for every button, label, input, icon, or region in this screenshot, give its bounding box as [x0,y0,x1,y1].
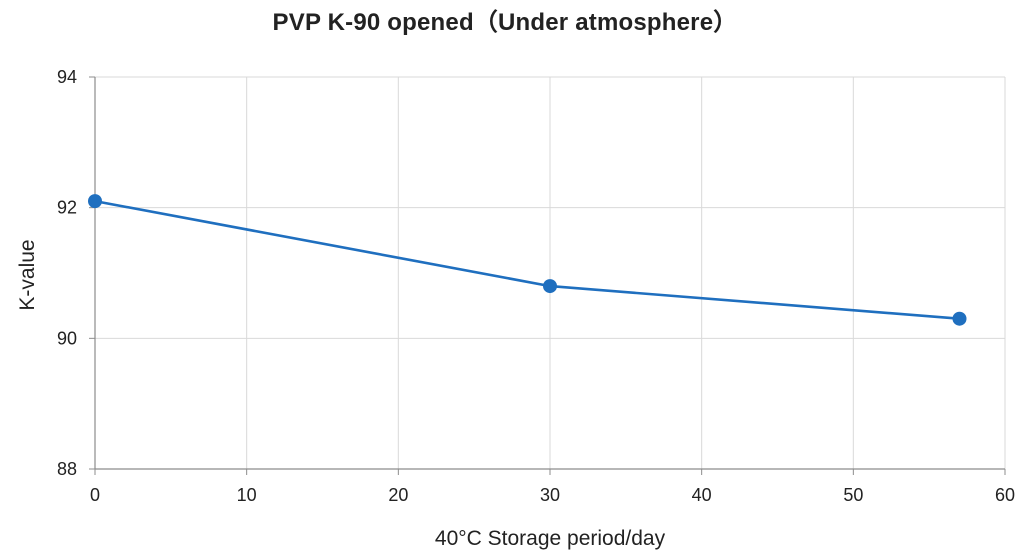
chart-title: PVP K-90 opened（Under atmosphere） [272,9,738,36]
x-tick-label: 30 [540,485,560,505]
x-axis-title: 40°C Storage period/day [434,527,666,550]
data-point [952,311,967,326]
data-point [88,194,102,209]
x-tick-label: 40 [692,485,712,505]
x-tick-label: 20 [388,485,408,505]
y-tick-label: 92 [57,198,77,218]
x-tick-label: 60 [995,485,1015,505]
y-tick-label: 90 [57,328,77,348]
y-tick-label: 94 [57,67,77,87]
series-line [93,199,961,321]
data-point [543,279,557,294]
x-tick-label: 0 [90,485,100,505]
x-tick-label: 10 [237,485,257,505]
x-tick-label: 50 [843,485,863,505]
y-tick-label: 88 [57,459,77,479]
